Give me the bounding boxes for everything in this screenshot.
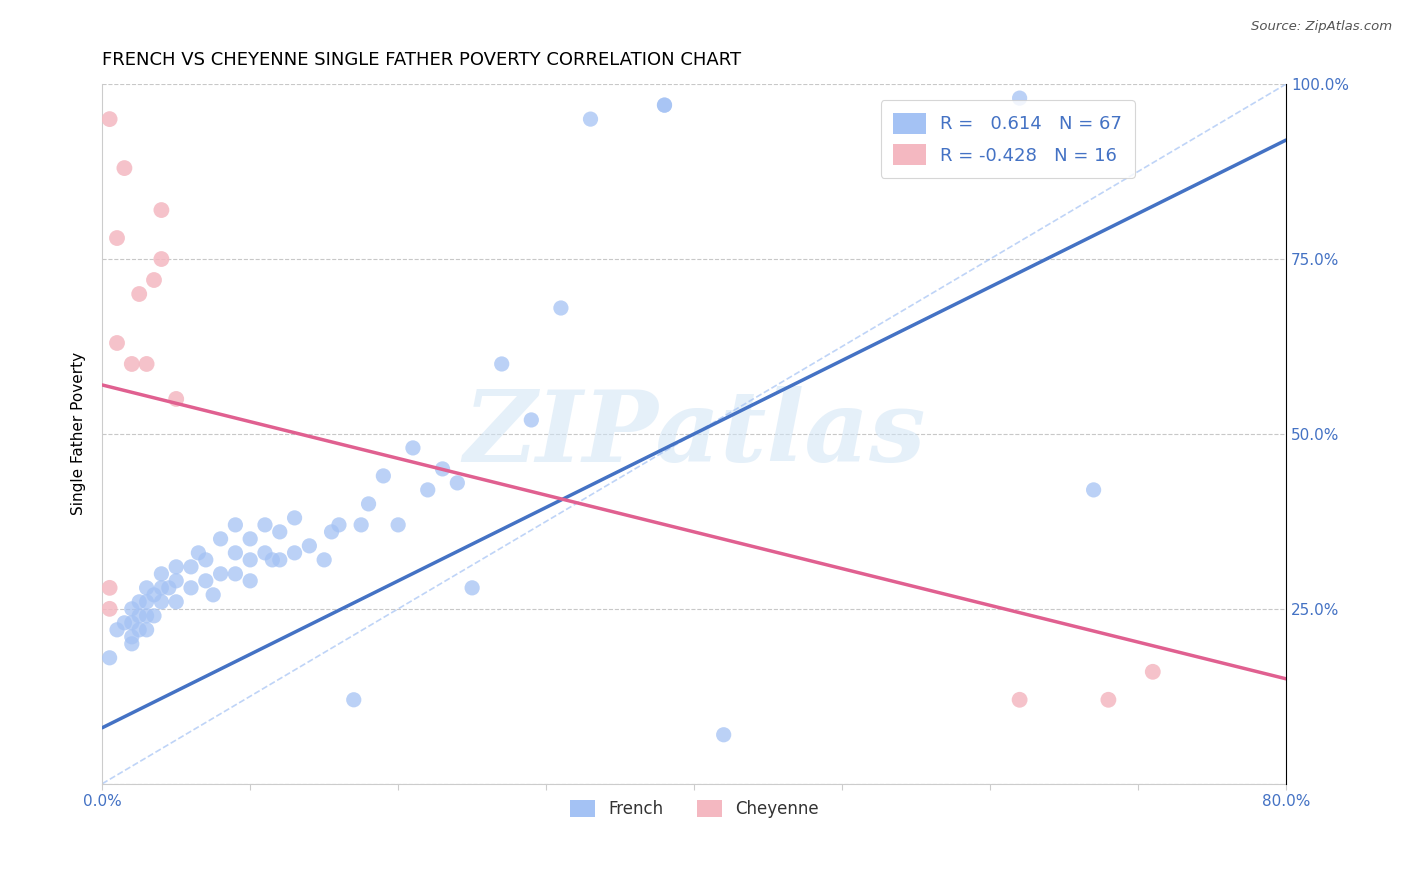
Point (135, 608, 157, 623)
Point (269, 524, 291, 539)
Point (180, 581, 202, 595)
Point (105, 231, 128, 245)
Point (105, 623, 128, 637)
Point (112, 161, 135, 175)
Point (165, 595, 187, 609)
Point (98, 112, 121, 127)
Point (461, 581, 484, 595)
Point (284, 511, 307, 525)
Point (150, 566, 173, 581)
Point (180, 559, 202, 574)
Point (121, 602, 143, 616)
Point (491, 357, 513, 371)
Point (239, 574, 262, 588)
Text: Source: ZipAtlas.com: Source: ZipAtlas.com (1251, 20, 1392, 33)
Point (105, 336, 128, 351)
Point (194, 553, 217, 567)
Point (143, 588, 166, 602)
Point (550, 301, 572, 315)
Point (121, 357, 143, 371)
Point (343, 693, 366, 707)
Point (150, 595, 173, 609)
Point (121, 637, 143, 651)
Point (654, 98, 676, 112)
Point (209, 566, 232, 581)
Point (165, 392, 187, 406)
Point (98, 581, 121, 595)
Point (654, 98, 676, 112)
Point (121, 630, 143, 644)
Point (157, 581, 180, 595)
Point (128, 595, 150, 609)
Point (432, 462, 454, 476)
Point (194, 574, 217, 588)
Point (253, 546, 276, 560)
Text: FRENCH VS CHEYENNE SINGLE FATHER POVERTY CORRELATION CHART: FRENCH VS CHEYENNE SINGLE FATHER POVERTY… (103, 51, 741, 69)
Point (1142, 665, 1164, 679)
Point (98, 650, 121, 665)
Point (357, 497, 380, 511)
Legend: French, Cheyenne: French, Cheyenne (562, 793, 825, 824)
Point (224, 517, 246, 532)
Point (150, 581, 173, 595)
Point (121, 615, 143, 630)
Point (135, 595, 157, 609)
Point (713, 728, 735, 742)
Point (579, 112, 602, 127)
Point (150, 202, 173, 217)
Point (128, 608, 150, 623)
Point (239, 532, 262, 546)
Point (416, 483, 439, 497)
Point (520, 413, 543, 427)
Point (262, 553, 284, 567)
Y-axis label: Single Father Poverty: Single Father Poverty (72, 352, 86, 516)
Point (187, 546, 209, 560)
Point (373, 469, 395, 483)
Point (135, 581, 157, 595)
Point (1008, 693, 1031, 707)
Point (143, 608, 166, 623)
Point (1008, 91, 1031, 105)
Point (328, 517, 350, 532)
Point (98, 602, 121, 616)
Point (128, 287, 150, 301)
Point (387, 517, 409, 532)
Point (239, 553, 262, 567)
Point (224, 546, 246, 560)
Point (321, 524, 343, 539)
Point (143, 273, 166, 287)
Point (135, 623, 157, 637)
Point (402, 441, 425, 455)
Point (350, 517, 373, 532)
Point (209, 532, 232, 546)
Point (150, 252, 173, 266)
Point (165, 574, 187, 588)
Point (1083, 483, 1105, 497)
Point (1097, 693, 1119, 707)
Point (298, 539, 321, 553)
Point (284, 546, 307, 560)
Point (253, 517, 276, 532)
Point (202, 588, 225, 602)
Point (269, 553, 291, 567)
Point (224, 566, 246, 581)
Text: ZIPatlas: ZIPatlas (463, 385, 925, 483)
Point (165, 559, 187, 574)
Point (314, 553, 336, 567)
Point (128, 623, 150, 637)
Point (446, 475, 468, 490)
Point (112, 615, 135, 630)
Point (135, 357, 157, 371)
